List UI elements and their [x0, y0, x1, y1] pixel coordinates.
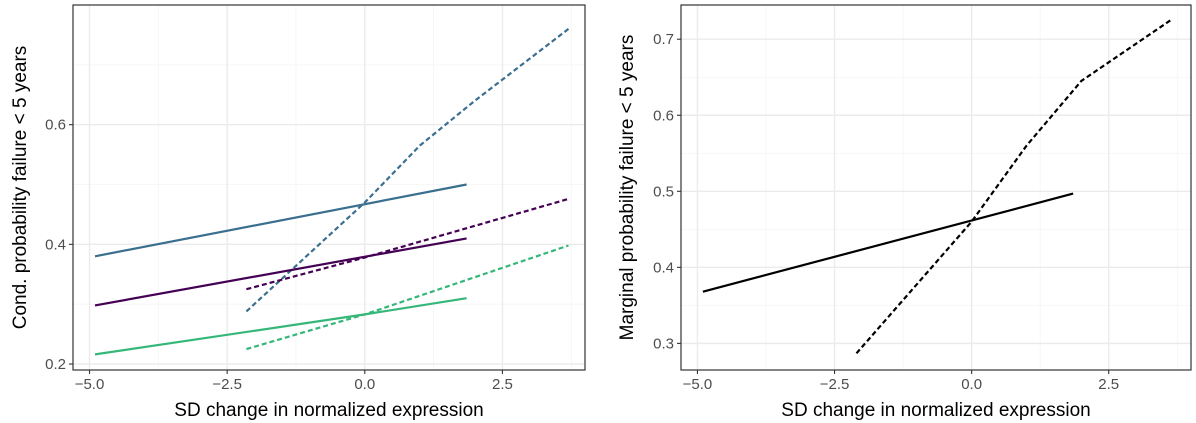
x-tick-label: −5.0 — [683, 376, 713, 393]
panel-border — [680, 4, 1192, 371]
series-line-4-dashed — [246, 197, 569, 291]
y-tick-label: 0.5 — [653, 183, 674, 200]
series-line-2-dashed — [855, 18, 1173, 355]
y-tick-label: 0.2 — [45, 356, 66, 373]
x-axis-title: SD change in normalized expression — [174, 400, 483, 421]
y-tick-label: 0.6 — [45, 117, 66, 134]
y-tick-label: 0.4 — [653, 259, 674, 276]
gridlines — [73, 5, 585, 370]
x-tick-label: −2.5 — [820, 376, 850, 393]
panel-background — [73, 5, 585, 370]
series-line-6-dashed — [246, 244, 569, 351]
x-tick-label: 0.0 — [961, 376, 982, 393]
y-tick-label: 0.7 — [653, 31, 674, 48]
panel-background — [681, 5, 1191, 370]
series-group — [702, 18, 1173, 355]
y-axis-title: Cond. probability failure < 5 years — [10, 46, 31, 330]
series-line-1-solid — [94, 183, 467, 258]
x-tick-label: 2.5 — [492, 376, 513, 393]
series-line-2-dashed — [245, 28, 570, 313]
x-tick-label: 0.0 — [354, 376, 375, 393]
y-tick-label: 0.3 — [653, 335, 674, 352]
chart-panel-2: −5.0 −2.5 0.0 2.5 0.3 0.4 0.5 0.6 0.7 SD change i… — [617, 4, 1192, 421]
y-tick-label: 0.6 — [653, 107, 674, 124]
chart-panel-1: −5.0 −2.5 0.0 2.5 0.2 0.4 0.6 SD change in norm… — [10, 4, 586, 421]
panel-border — [72, 4, 586, 371]
x-axis-title: SD change in normalized expression — [781, 400, 1090, 421]
y-tick-label: 0.4 — [45, 236, 66, 253]
x-tick-label: 2.5 — [1098, 376, 1119, 393]
series-group — [94, 28, 570, 356]
series-line-3-solid — [94, 237, 467, 307]
y-axis-title: Marginal probability failure < 5 years — [617, 35, 638, 341]
x-tick-label: −2.5 — [212, 376, 242, 393]
x-tick-label: −5.0 — [75, 376, 105, 393]
series-line-1-solid — [702, 192, 1074, 293]
gridlines — [681, 5, 1191, 370]
